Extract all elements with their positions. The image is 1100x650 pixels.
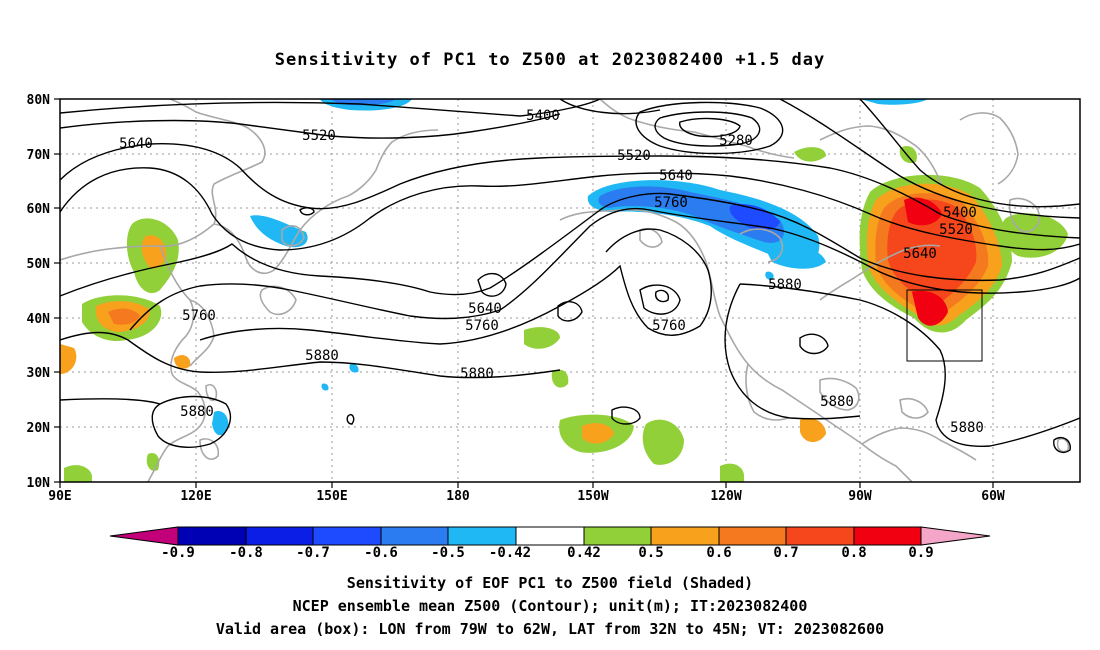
tick-marks [54,98,994,488]
map-title: Sensitivity of PC1 to Z500 at 2023082400… [274,50,826,70]
contour-label: 5640 [468,301,502,317]
colorbar-segment [785,526,855,546]
lat-label: 80N [27,93,51,108]
contour-label: 5400 [526,108,560,124]
contour-label: 5280 [719,133,753,149]
z500-contours [60,99,1080,454]
contour-label: 5760 [654,195,688,211]
contour-label: 5640 [903,246,937,262]
colorbar-segment [447,526,517,546]
contour-label: 5760 [652,318,686,334]
caption-line-1: Sensitivity of EOF PC1 to Z500 field (Sh… [346,574,754,592]
contour-label: 5760 [465,318,499,334]
colorbar-segment [177,526,247,546]
lon-label: 90W [848,489,872,504]
lat-label: 50N [27,257,51,272]
colorbar-label: -0.8 [229,545,263,561]
colorbar [109,526,991,546]
contour-label: 5880 [180,404,214,420]
colorbar-segment [650,526,720,546]
lat-label: 30N [27,366,51,381]
contour-labels: 5400 5280 5520 5640 5520 5640 5760 5400 … [119,108,984,436]
colorbar-label: 0.42 [567,545,601,561]
contour-label: 5880 [460,366,494,382]
lat-label: 10N [27,476,51,491]
contour-label: 5880 [768,277,802,293]
colorbar-label: 0.8 [841,545,867,561]
contour-label: 5640 [119,136,153,152]
colorbar-label: 0.7 [773,545,799,561]
plot-frame [59,98,1081,483]
contour-label: 5520 [939,222,973,238]
contour-label: 5880 [950,420,984,436]
lon-label: 180 [446,489,470,504]
caption-line-3: Valid area (box): LON from 79W to 62W, L… [215,620,885,638]
colorbar-label: -0.5 [431,545,465,561]
lat-label: 60N [27,202,51,217]
colorbar-label: -0.7 [296,545,330,561]
contour-label: 5400 [943,205,977,221]
colorbar-min-triangle [109,526,179,546]
lon-labels: 90E 120E 150E 180 150W 120W 90W 60W [48,489,1005,504]
colorbar-segment [312,526,382,546]
colorbar-segment [583,526,652,546]
lon-label: 120E [180,489,211,504]
colorbar-label: 0.6 [706,545,732,561]
lon-label: 60W [981,489,1005,504]
colorbar-max-triangle [920,526,991,546]
colorbar-segment [245,526,314,546]
contour-label: 5520 [302,128,336,144]
contour-label: 5760 [182,308,216,324]
lon-label: 150E [316,489,347,504]
lat-label: 20N [27,421,51,436]
colorbar-label: -0.42 [488,545,532,561]
caption-line-2: NCEP ensemble mean Z500 (Contour); unit(… [292,597,808,615]
colorbar-segment [853,526,922,546]
colorbar-label: 0.5 [638,545,664,561]
colorbar-label: 0.9 [908,545,934,561]
colorbar-segment [718,526,787,546]
colorbar-segment [515,526,585,546]
contour-label: 5520 [617,148,651,164]
valid-area-box [906,289,983,362]
lat-label: 40N [27,312,51,327]
colorbar-label: -0.6 [364,545,398,561]
colorbar-label: -0.9 [161,545,195,561]
lat-label: 70N [27,148,51,163]
lon-label: 150W [577,489,608,504]
contour-label: 5640 [659,168,693,184]
lon-label: 120W [710,489,741,504]
lat-labels: 80N 70N 60N 50N 40N 30N 20N 10N [27,93,51,491]
lon-label: 90E [48,489,71,504]
contour-label: 5880 [305,348,339,364]
contour-label: 5880 [820,394,854,410]
colorbar-segment [380,526,449,546]
